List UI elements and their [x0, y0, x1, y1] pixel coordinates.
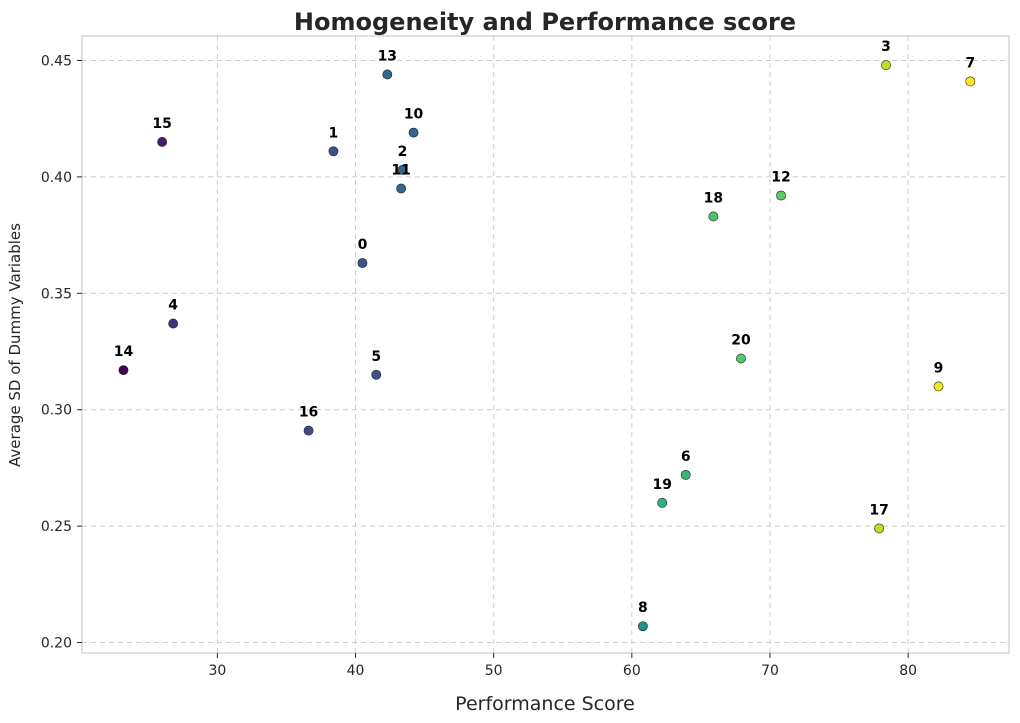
plot-area-frame: [81, 35, 1010, 654]
y-tick-label: 0.30: [41, 403, 72, 419]
data-point-19: [657, 497, 668, 508]
point-label-4: 4: [168, 298, 178, 314]
x-tick-label: 60: [623, 663, 641, 679]
x-tick-label: 30: [208, 663, 226, 679]
data-point-7: [965, 76, 976, 87]
data-point-1: [328, 146, 339, 157]
x-axis-label: Performance Score: [455, 693, 635, 715]
point-label-7: 7: [965, 55, 975, 71]
y-tick-label: 0.45: [41, 53, 72, 69]
data-point-10: [408, 127, 419, 138]
data-point-15: [157, 137, 168, 147]
y-tick-label: 0.25: [41, 519, 72, 535]
point-label-11: 11: [391, 163, 410, 179]
data-points: [118, 60, 976, 632]
chart-title: Homogeneity and Performance score: [294, 8, 796, 36]
data-point-13: [382, 69, 393, 80]
y-tick-label: 0.20: [41, 636, 72, 652]
point-label-5: 5: [371, 349, 381, 365]
data-point-20: [736, 353, 746, 364]
data-point-2: [397, 164, 408, 175]
point-label-17: 17: [869, 502, 888, 518]
point-label-3: 3: [881, 39, 891, 55]
y-axis-label: Average SD of Dummy Variables: [6, 223, 24, 467]
point-label-8: 8: [638, 600, 648, 616]
data-point-5: [371, 369, 382, 380]
point-label-20: 20: [731, 332, 751, 348]
point-label-13: 13: [378, 48, 397, 64]
data-point-6: [680, 469, 691, 480]
point-label-12: 12: [771, 169, 790, 185]
point-label-9: 9: [934, 360, 944, 376]
point-label-1: 1: [329, 125, 339, 141]
axis-ticks: 30 40 50 60 70 800.200.250.300.350.400.45: [41, 53, 917, 679]
x-tick-label: 50: [485, 663, 503, 679]
x-tick-label: 40: [347, 663, 365, 679]
data-point-17: [874, 523, 885, 534]
data-point-4: [168, 318, 179, 329]
point-label-14: 14: [114, 344, 134, 360]
x-tick-label: 80: [899, 663, 917, 679]
point-label-6: 6: [681, 449, 691, 465]
point-label-0: 0: [358, 237, 368, 253]
point-label-2: 2: [398, 144, 408, 160]
data-point-12: [776, 190, 786, 201]
point-label-16: 16: [299, 405, 318, 421]
y-tick-label: 0.40: [41, 170, 72, 186]
data-point-11: [396, 183, 407, 194]
data-point-8: [637, 621, 648, 632]
point-label-15: 15: [152, 116, 171, 132]
y-tick-label: 0.35: [41, 286, 72, 302]
data-point-14: [118, 365, 129, 376]
data-point-3: [881, 60, 891, 71]
data-point-18: [708, 211, 719, 222]
data-point-16: [303, 425, 314, 436]
grid: [82, 36, 1009, 653]
data-point-0: [357, 258, 368, 268]
x-tick-label: 70: [761, 663, 779, 679]
point-label-10: 10: [404, 107, 424, 123]
point-label-19: 19: [652, 477, 671, 493]
data-point-9: [933, 381, 944, 392]
point-label-18: 18: [704, 190, 723, 206]
